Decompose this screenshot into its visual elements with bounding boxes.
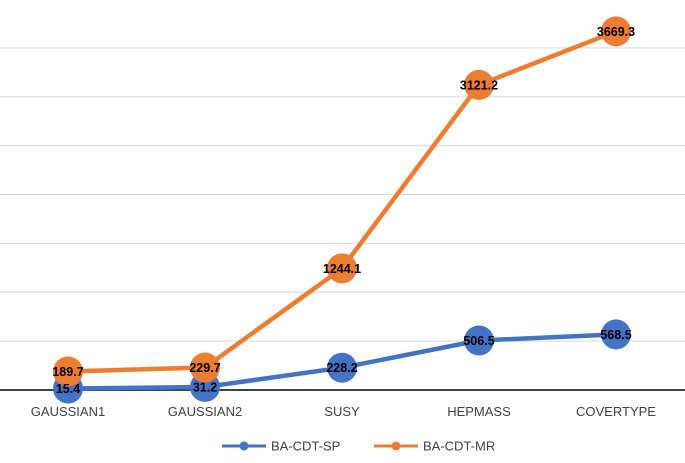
data-label: 1244.1 <box>323 262 361 276</box>
gridlines <box>0 47 685 342</box>
data-point <box>327 253 357 284</box>
legend-label: BA-CDT-MR <box>423 439 495 454</box>
data-point <box>464 325 494 356</box>
legend-item: BA-CDT-SP <box>222 439 340 454</box>
x-tick-label: GAUSSIAN1 <box>31 404 105 419</box>
legend-swatch-marker <box>239 441 249 451</box>
data-point <box>53 356 83 387</box>
legend-label: BA-CDT-SP <box>271 439 340 454</box>
legend-item: BA-CDT-MR <box>374 439 495 454</box>
x-tick-labels: GAUSSIAN1 GAUSSIAN2 SUSY HEPMASS COVERTYPE <box>31 404 657 419</box>
data-labels: 15.4 31.2 228.2 506.5 568.5 189.7 229.7 1244.1 3… <box>52 25 635 396</box>
x-tick-label: COVERTYPE <box>576 404 656 419</box>
x-tick-label: HEPMASS <box>447 404 511 419</box>
legend: BA-CDT-SP BA-CDT-MR <box>222 439 495 454</box>
series-lines <box>65 29 619 391</box>
data-point <box>464 69 494 100</box>
data-label: 229.7 <box>189 361 220 375</box>
data-point <box>601 16 631 47</box>
data-label: 31.2 <box>193 380 217 394</box>
data-point <box>327 352 357 383</box>
legend-swatch-marker <box>391 441 401 451</box>
data-point <box>601 319 631 350</box>
data-label: 189.7 <box>52 365 83 379</box>
data-label: 3669.3 <box>597 25 635 39</box>
x-tick-label: SUSY <box>324 404 360 419</box>
series-line-1 <box>65 29 619 374</box>
data-label: 3121.2 <box>460 78 498 92</box>
data-label: 228.2 <box>326 361 357 375</box>
x-tick-label: GAUSSIAN2 <box>168 404 242 419</box>
data-label: 15.4 <box>56 382 80 396</box>
data-label: 506.5 <box>463 334 494 348</box>
series-points <box>53 16 631 404</box>
data-label: 568.5 <box>600 328 631 342</box>
data-point <box>190 352 220 383</box>
